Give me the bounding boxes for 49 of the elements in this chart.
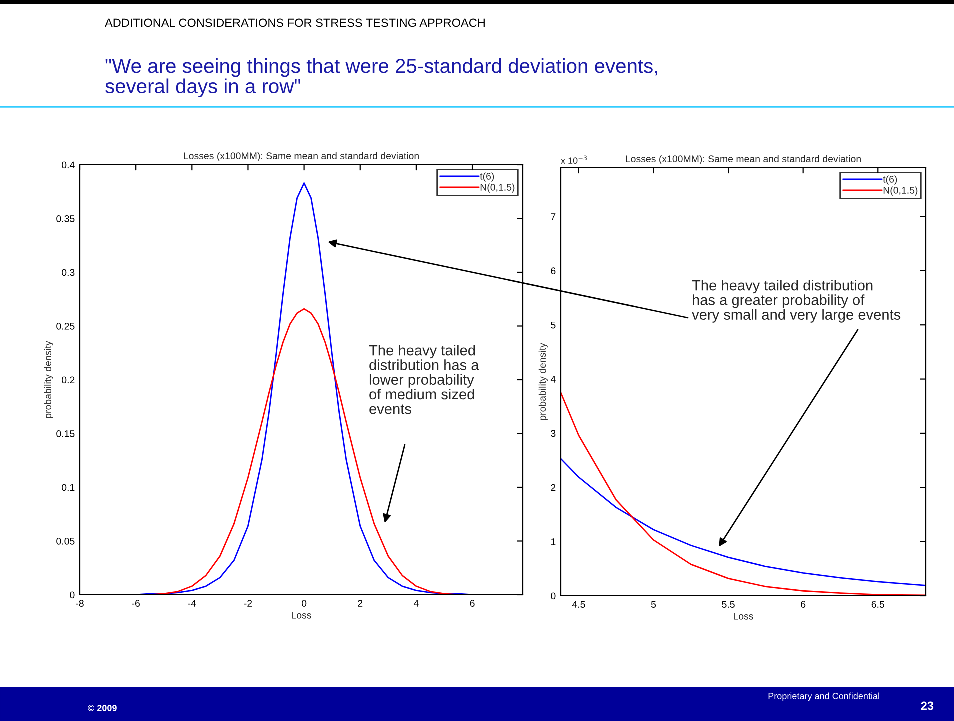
y-tick-label: 0.25: [56, 322, 75, 330]
y-tick-label: 0: [70, 592, 75, 599]
y-tick-label: 3: [551, 430, 556, 438]
x-tick-label: 5: [651, 601, 656, 608]
chart-title: Losses (x100MM): Same mean and standard deviation: [626, 155, 861, 164]
y-tick-label: 6: [551, 268, 556, 275]
chart-title: Losses (x100MM): Same mean and standard deviation: [184, 152, 419, 162]
x-tick-label: 5.5: [722, 601, 735, 608]
x-tick-label: 6: [470, 600, 475, 607]
x-tick-label: -2: [244, 600, 252, 607]
y-tick-label: 0.3: [62, 269, 75, 276]
x-tick-label: 2: [358, 600, 363, 607]
y-tick-label: 0.4: [62, 162, 75, 169]
text: © 2009: [88, 705, 117, 712]
x-tick-label: 0: [302, 600, 307, 607]
y-tick-label: 0.15: [56, 430, 75, 438]
text: "We are seeing things that were 25-standard deviation events, several days in a row": [106, 58, 658, 98]
legend-label: N(0,1.5): [884, 186, 918, 196]
x-tick-label: 6: [801, 601, 806, 608]
y-tick-label: 4: [550, 376, 556, 383]
legend-label: N(0,1.5): [480, 184, 515, 193]
y-tick-label: 7: [551, 214, 556, 220]
y-tick-label: 5: [551, 322, 556, 329]
x-tick-label: -8: [76, 600, 84, 607]
y-axis-title: probability density: [44, 341, 54, 418]
text: 23: [921, 702, 934, 710]
y-tick-label: 0.05: [56, 538, 75, 545]
x-tick-label: 4.5: [572, 601, 586, 608]
y-tick-label: 0.1: [62, 484, 75, 492]
text: x 10$^{−3}$: [561, 156, 587, 164]
line-series: [561, 458, 926, 586]
x-axis-title: Loss: [292, 612, 312, 619]
annotation: The heavy tailed distribution has a greater probability of very small and very large events: [692, 280, 901, 323]
legend-label: t(6): [480, 172, 494, 182]
x-tick-label: 6.5: [872, 601, 884, 608]
text: ADDITIONAL CONSIDERATIONS FOR STRESS TESTING APPROACH: [105, 18, 485, 28]
legend-label: t(6): [883, 176, 898, 185]
x-tick-label: -6: [132, 600, 140, 607]
y-axis-title: probability density: [538, 343, 548, 420]
x-tick-label: 4: [414, 600, 419, 607]
x-tick-label: -4: [188, 600, 196, 607]
annotation: The heavy tailed distribution has a lower probability of medium sized events: [369, 345, 480, 414]
y-tick-label: 1: [551, 538, 556, 546]
text: Proprietary and Confidential: [768, 692, 880, 702]
y-tick-label: 0.35: [56, 215, 75, 222]
y-tick-label: 0: [551, 592, 556, 600]
x-axis-title: Loss: [734, 613, 754, 620]
y-tick-label: 2: [551, 484, 556, 492]
y-tick-label: 0.2: [62, 376, 75, 384]
